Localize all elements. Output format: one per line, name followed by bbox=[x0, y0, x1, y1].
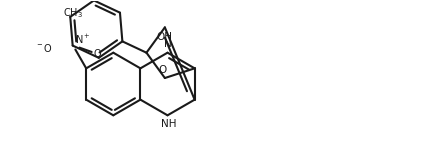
Text: O: O bbox=[159, 65, 167, 75]
Text: N: N bbox=[164, 39, 171, 49]
Text: $^-$O: $^-$O bbox=[35, 42, 52, 54]
Text: CH$_3$: CH$_3$ bbox=[63, 7, 83, 20]
Text: O: O bbox=[94, 49, 102, 59]
Text: NH: NH bbox=[161, 119, 176, 129]
Text: N$^+$: N$^+$ bbox=[75, 33, 91, 46]
Text: OH: OH bbox=[157, 32, 173, 42]
